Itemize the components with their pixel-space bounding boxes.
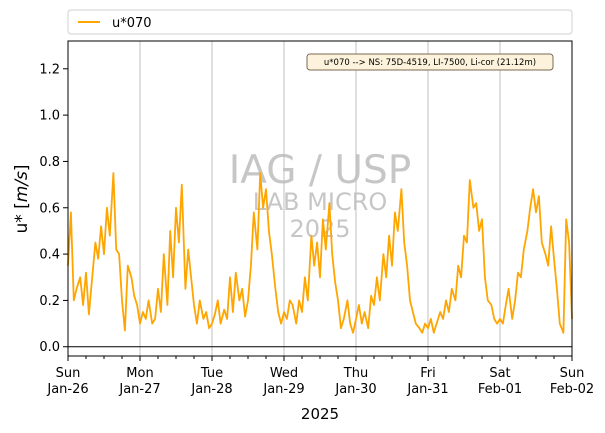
- x-tick-label-day: Sat: [489, 366, 510, 381]
- x-tick-label-day: Sun: [560, 366, 585, 381]
- vertical-gridlines: [139, 41, 501, 356]
- legend-box: [67, 9, 573, 35]
- y-axis-ticks: 0.0 0.2 0.4 0.6 0.8 1.0 1.2: [39, 62, 68, 355]
- x-tick-label-date: Feb-01: [478, 382, 522, 397]
- y-tick-label: 0.8: [39, 155, 60, 170]
- y-tick-label: 1.0: [39, 109, 60, 124]
- y-axis-label-unit: m/s: [12, 171, 32, 202]
- x-axis-ticks: SunJan-26MonJan-27TueJan-28WedJan-29ThuJ…: [46, 356, 594, 397]
- y-axis-label: u* [m/s]: [12, 164, 32, 233]
- x-tick-label-day: Mon: [126, 366, 153, 381]
- x-tick-label-day: Fri: [420, 366, 436, 381]
- x-axis-label: 2025: [301, 405, 339, 423]
- annotation-text: u*070 --> NS: 75D-4519, LI-7500, Li-cor …: [324, 58, 536, 68]
- x-tick-label-day: Thu: [343, 366, 368, 381]
- watermark-line-2: LAB MICRO: [253, 188, 388, 216]
- y-tick-label: 0.2: [39, 294, 60, 309]
- watermark-line-1: IAG / USP: [229, 148, 411, 193]
- x-tick-label-date: Jan-30: [334, 382, 376, 397]
- series-line-ustar070: [67, 172, 573, 334]
- x-tick-label-date: Jan-29: [262, 382, 304, 397]
- x-tick-label-date: Jan-27: [118, 382, 160, 397]
- x-tick-label-day: Tue: [200, 366, 223, 381]
- x-tick-label-day: Wed: [270, 366, 298, 381]
- sensor-annotation: u*070 --> NS: 75D-4519, LI-7500, Li-cor …: [306, 53, 554, 71]
- x-tick-label-date: Jan-26: [46, 382, 88, 397]
- x-tick-label-date: Jan-31: [406, 382, 448, 397]
- y-tick-label: 1.2: [39, 62, 60, 77]
- y-tick-label: 0.6: [39, 201, 60, 216]
- y-tick-label: 0.0: [39, 340, 60, 355]
- y-axis-label-suffix: ]: [12, 164, 32, 171]
- annotation-box: [306, 53, 554, 71]
- x-tick-label-date: Jan-28: [190, 382, 232, 397]
- x-tick-label-date: Feb-02: [550, 382, 594, 397]
- y-axis-label-prefix: u* [: [12, 202, 32, 233]
- legend-label-ustar070: u*070: [112, 16, 152, 31]
- x-tick-label-day: Sun: [56, 366, 81, 381]
- y-tick-label: 0.4: [39, 248, 60, 263]
- plot-area: [68, 41, 572, 356]
- legend: u*070: [67, 9, 573, 35]
- watermark-line-3: 2025: [289, 215, 350, 243]
